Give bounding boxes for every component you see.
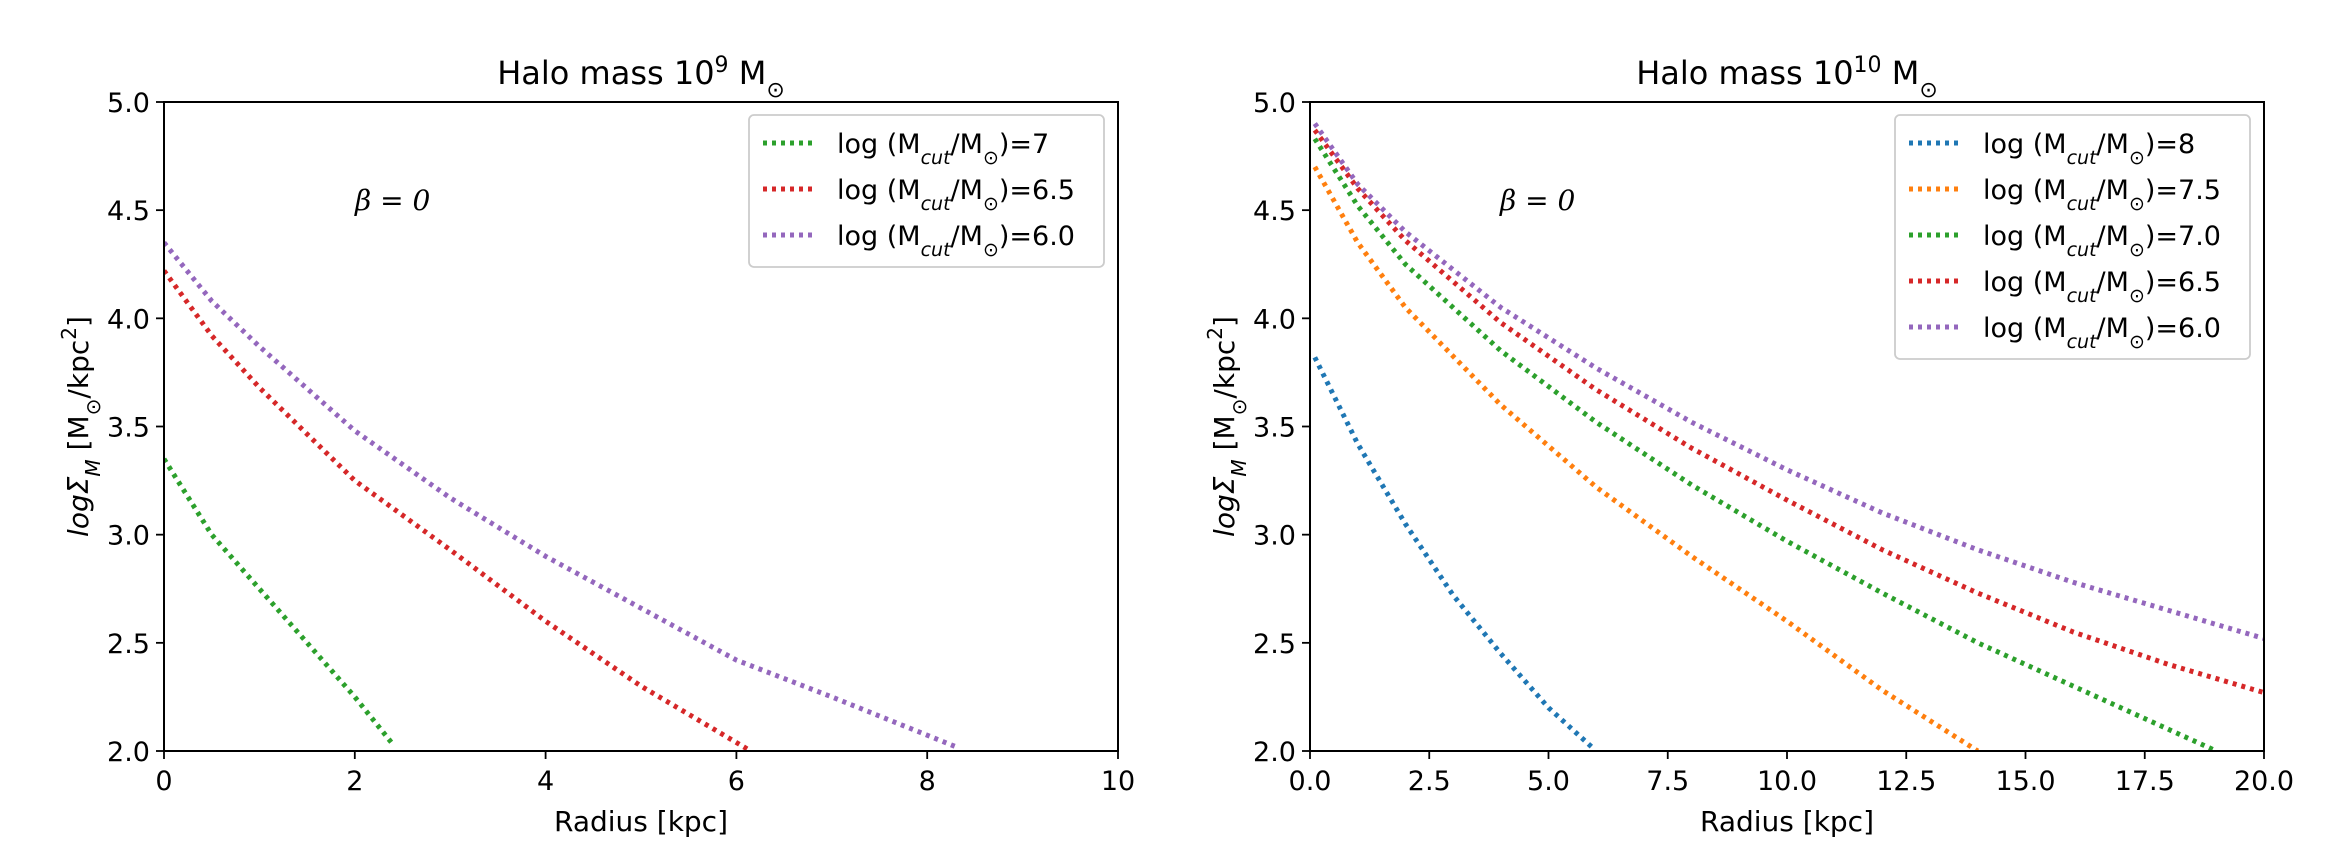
left-chart-panel: 0 2 4 6 8 10 2.0 2.5 3.0 3.5 4.0 4.5 5.0 Halo mass 10…	[57, 53, 1135, 839]
series-line-0	[1312, 356, 1594, 749]
y-axis-label: logΣM [M⊙/kpc2]	[1203, 316, 1251, 537]
x-tick-label: 20.0	[2234, 766, 2294, 797]
y-tick-label: 2.5	[1253, 629, 1296, 660]
beta-annotation: β = 0	[1499, 184, 1575, 217]
series-line-3	[1312, 128, 2264, 695]
legend-label: log (Mcut/M⊙)=7	[837, 129, 1049, 169]
y-tick-label: 5.0	[107, 88, 150, 119]
series-group	[164, 241, 957, 751]
legend-box	[748, 114, 1105, 268]
x-tick-label: 4	[537, 766, 554, 797]
x-tick-label: 5.0	[1527, 766, 1570, 797]
y-tick-label: 2.5	[107, 629, 150, 660]
y-tick-label: 3.0	[1253, 521, 1296, 552]
x-tick-label: 10	[1101, 766, 1135, 797]
y-tick-label: 2.0	[1253, 737, 1296, 768]
y-tick-label: 2.0	[107, 737, 150, 768]
y-tick-label: 4.5	[1253, 196, 1296, 227]
x-axis-label: Radius [kpc]	[1700, 805, 1874, 838]
legend: log (Mcut/M⊙)=7 log (Mcut/M⊙)=6.5 log (Mcu…	[748, 114, 1105, 268]
x-axis-label: Radius [kpc]	[554, 805, 728, 838]
x-tick-label: 7.5	[1646, 766, 1689, 797]
right-chart-panel: 0.0 2.5 5.0 7.5 10.0 12.5 15.0 17.5 20.0 2.0 2.5 3.…	[1203, 53, 2294, 839]
y-tick-label: 3.5	[1253, 413, 1296, 444]
x-tick-label: 8	[919, 766, 936, 797]
x-tick-label: 0.0	[1289, 766, 1332, 797]
series-line-1	[164, 269, 752, 751]
x-tick-label: 0	[155, 766, 172, 797]
y-tick-label: 3.0	[107, 521, 150, 552]
y-tick-label: 4.0	[107, 304, 150, 335]
series-line-2	[164, 241, 957, 750]
legend-box	[1894, 114, 2251, 360]
x-tick-label: 2.5	[1408, 766, 1451, 797]
x-tick-label: 12.5	[1876, 766, 1936, 797]
series-line-2	[1312, 137, 2218, 751]
y-axis-label: logΣM [M⊙/kpc2]	[57, 316, 105, 537]
x-tick-label: 17.5	[2115, 766, 2175, 797]
legend: log (Mcut/M⊙)=8 log (Mcut/M⊙)=7.5 log (Mcu…	[1894, 114, 2251, 360]
x-tick-label: 2	[346, 766, 363, 797]
series-line-0	[164, 457, 395, 747]
chart-title: Halo mass 1010 M⊙	[1636, 53, 1938, 103]
y-tick-label: 3.5	[107, 413, 150, 444]
beta-annotation: β = 0	[354, 184, 430, 217]
legend-label: log (Mcut/M⊙)=6.5	[837, 175, 1075, 215]
chart-title: Halo mass 109 M⊙	[497, 53, 785, 103]
y-tick-label: 4.5	[107, 196, 150, 227]
legend-label: log (Mcut/M⊙)=7.5	[1983, 175, 2221, 215]
y-tick-label: 5.0	[1253, 88, 1296, 119]
series-line-1	[1312, 165, 1980, 751]
legend-label: log (Mcut/M⊙)=8	[1983, 129, 2195, 169]
x-tick-label: 6	[728, 766, 745, 797]
x-tick-label: 15.0	[1995, 766, 2055, 797]
legend-label: log (Mcut/M⊙)=6.0	[837, 221, 1075, 261]
series-group	[1312, 122, 2264, 751]
y-tick-label: 4.0	[1253, 304, 1296, 335]
legend-label: log (Mcut/M⊙)=7.0	[1983, 221, 2221, 261]
x-tick-label: 10.0	[1757, 766, 1817, 797]
legend-label: log (Mcut/M⊙)=6.5	[1983, 267, 2221, 307]
legend-label: log (Mcut/M⊙)=6.0	[1983, 313, 2221, 353]
